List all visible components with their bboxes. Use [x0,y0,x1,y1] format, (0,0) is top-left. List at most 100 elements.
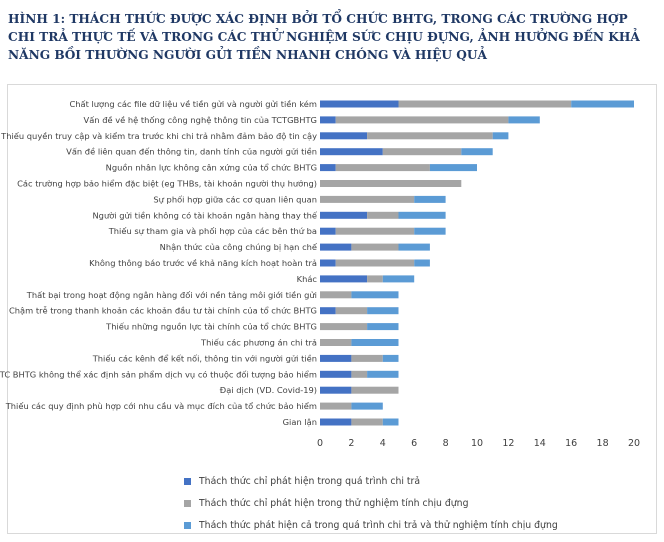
bar-segment-series-3 [398,243,430,251]
bar-segment-series-2 [367,211,399,219]
legend-label: Thách thức phát hiện cả trong quá trình … [199,519,558,531]
bar-segment-series-1 [320,386,352,394]
legend-label: Thách thức chỉ phát hiện trong quá trình… [199,475,421,487]
legend-item: Thách thức chỉ phát hiện trong thử nghiệ… [184,492,558,514]
x-tick-label: 10 [471,438,483,449]
bar-segment-series-1 [320,354,352,362]
bar-segment-series-2 [351,370,368,378]
bar-segment-series-1 [320,116,336,124]
bar-segment-series-2 [320,339,352,346]
category-label: Thiếu sự tham gia và phối hợp của các bê… [108,226,317,237]
bar-segment-series-3 [492,132,509,140]
bar-segment-series-2 [351,418,383,426]
bar-segment-series-2 [367,275,383,283]
bar-segment-series-3 [414,227,446,235]
bar-segment-series-3 [508,116,540,124]
bar-segment-series-1 [320,100,399,108]
bar-segment-series-2 [335,116,509,124]
category-label: Chất lượng các file dữ liệu về tiền gửi … [69,99,317,109]
x-tick-label: 4 [380,438,386,449]
bar-segment-series-2 [320,291,352,299]
bar-segment-series-2 [351,243,399,251]
category-label: Thiếu những nguồn lực tài chính của tổ c… [105,322,317,333]
x-tick-label: 18 [597,438,609,449]
legend-item: Thách thức phát hiện cả trong quá trình … [184,514,558,536]
legend-item: Thách thức chỉ phát hiện trong quá trình… [184,470,558,492]
bar-segment-series-2 [320,195,415,203]
bar-segment-series-2 [335,259,415,267]
category-label: Thiếu quyền truy cập và kiểm tra trước k… [0,131,317,142]
bar-segment-series-3 [382,418,399,426]
category-label: Chậm trễ trong thanh khoản các khoản đầu… [9,306,317,317]
bar-segment-series-3 [461,148,493,156]
bar-segment-series-3 [367,323,399,331]
x-tick-label: 8 [443,438,449,449]
bar-segment-series-3 [382,275,415,283]
category-label: Gian lận [283,417,317,428]
bar-segment-series-1 [320,164,336,172]
bar-segment-series-2 [335,164,430,172]
category-label: Thất bại trong hoạt động ngân hàng đối v… [26,290,317,301]
bar-segment-series-3 [414,195,446,203]
legend-swatch [184,521,191,529]
category-label: Nguồn nhân lực không cân xứng của tổ chứ… [106,163,317,174]
bar-segment-series-3 [414,259,430,267]
chart-frame [7,84,657,534]
legend-swatch [184,477,191,485]
category-label: Người gửi tiền không có tài khoản ngân h… [92,210,317,220]
bar-segment-series-1 [320,211,368,219]
category-label: Khác [297,274,318,284]
bar-segment-series-3 [367,370,399,378]
bar-segment-series-2 [382,148,462,156]
category-label: Không thông báo trước về khả năng kích h… [89,258,317,269]
bar-segment-series-2 [320,402,352,410]
bar-segment-series-1 [320,259,336,267]
bar-segment-series-2 [335,227,415,235]
bar-segment-series-1 [320,148,383,156]
legend-swatch [184,499,191,507]
bar-segment-series-3 [351,339,399,346]
x-tick-label: 6 [411,438,417,449]
bar-segment-series-3 [429,164,477,172]
bar-segment-series-1 [320,370,352,378]
category-label: Thiếu các quy định phù hợp cới nhu cầu v… [5,401,317,412]
x-tick-label: 12 [502,438,514,449]
category-label: Vấn đề về hệ thống công nghệ thông tin c… [84,115,317,125]
bar-segment-series-2 [320,180,462,187]
x-tick-label: 16 [565,438,577,449]
bar-segment-series-1 [320,418,352,426]
bar-segment-series-2 [320,323,368,331]
bar-segment-series-2 [351,354,383,362]
bar-segment-series-2 [398,100,572,108]
x-tick-label: 2 [348,438,354,449]
bar-segment-series-2 [351,386,399,394]
bar-segment-series-1 [320,275,368,283]
category-label: TC BHTG không thể xác định sản phẩm dịch… [0,369,317,380]
category-label: Các trường hợp bảo hiểm đặc biệt (eg THB… [17,179,317,190]
bar-segment-series-3 [382,354,399,362]
category-label: Sự phối hợp giữa các cơ quan liên quan [153,194,317,205]
legend: Thách thức chỉ phát hiện trong quá trình… [184,470,558,536]
bar-segment-series-3 [367,307,399,315]
bar-segment-series-1 [320,307,336,315]
bar-segment-series-3 [398,211,446,219]
category-label: Nhận thức của công chúng bị hạn chế [160,242,318,253]
bar-segment-series-2 [335,307,368,315]
bar-chart: Chất lượng các file dữ liệu về tiền gửi … [0,99,640,449]
x-tick-label: 20 [628,438,640,449]
bar-segment-series-1 [320,227,336,235]
chart-title: HÌNH 1: THÁCH THỨC ĐƯỢC XÁC ĐỊNH BỞI TỔ … [8,12,640,62]
bar-segment-series-1 [320,132,368,140]
category-label: Đại dịch (VD. Covid-19) [220,385,317,396]
category-label: Thiếu các kênh để kết nối, thông tin với… [92,353,317,363]
bar-segment-series-3 [351,291,399,299]
bar-segment-series-3 [571,100,634,108]
category-label: Vấn đề liên quan đến thông tin, danh tín… [66,147,317,157]
x-tick-label: 14 [534,438,546,449]
x-tick-label: 0 [317,438,323,449]
bar-segment-series-2 [367,132,493,140]
bar-segment-series-3 [351,402,383,410]
legend-label: Thách thức chỉ phát hiện trong thử nghiệ… [199,497,469,509]
bar-segment-series-1 [320,243,352,251]
category-label: Thiếu các phương án chi trả [200,338,317,348]
